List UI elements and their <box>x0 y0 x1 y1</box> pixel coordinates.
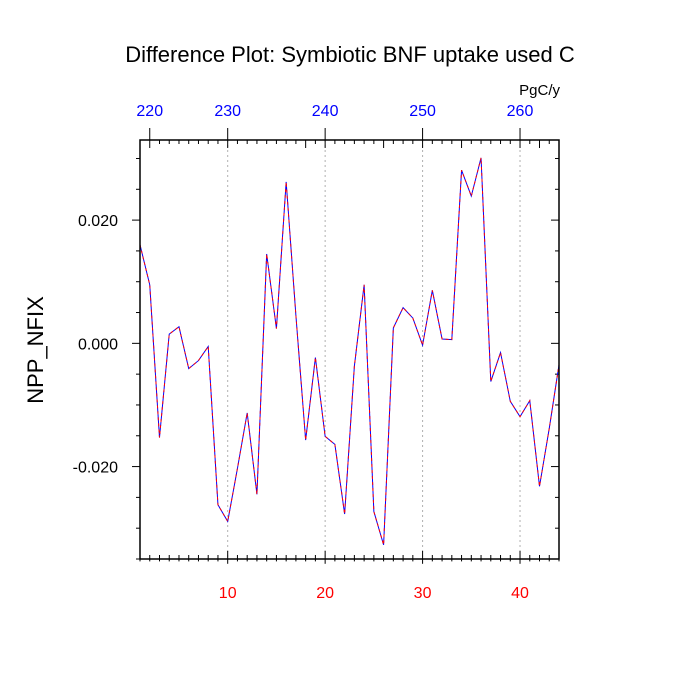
top-tick-label-220: 220 <box>136 103 163 120</box>
bottom-tick-label-40: 40 <box>511 585 529 602</box>
y-tick-label-0.000: 0.000 <box>78 336 118 353</box>
bottom-tick-label-10: 10 <box>219 585 237 602</box>
top-tick-label-250: 250 <box>409 103 436 120</box>
top-tick-label-260: 260 <box>507 103 534 120</box>
chart-title: Difference Plot: Symbiotic BNF uptake us… <box>125 42 575 67</box>
series-overlay-line-0 <box>139 157 560 545</box>
series-line-0 <box>139 157 560 545</box>
plot-frame <box>139 139 560 560</box>
y-tick-label--0.020: -0.020 <box>73 460 118 477</box>
axis-tick-labels: 10 20 30 40 220 230 240 250 260 -0.020 0.000 0.020 <box>73 103 534 602</box>
bottom-tick-label-30: 30 <box>414 585 432 602</box>
top-axis-units: PgC/y <box>519 82 560 99</box>
vertical-gridlines <box>227 140 521 559</box>
data-series <box>139 157 560 545</box>
y-tick-label-0.020: 0.020 <box>78 213 118 230</box>
y-axis-label: NPP_NFIX <box>23 296 48 404</box>
top-tick-label-240: 240 <box>312 103 339 120</box>
top-tick-label-230: 230 <box>214 103 241 120</box>
bottom-tick-label-20: 20 <box>316 585 334 602</box>
